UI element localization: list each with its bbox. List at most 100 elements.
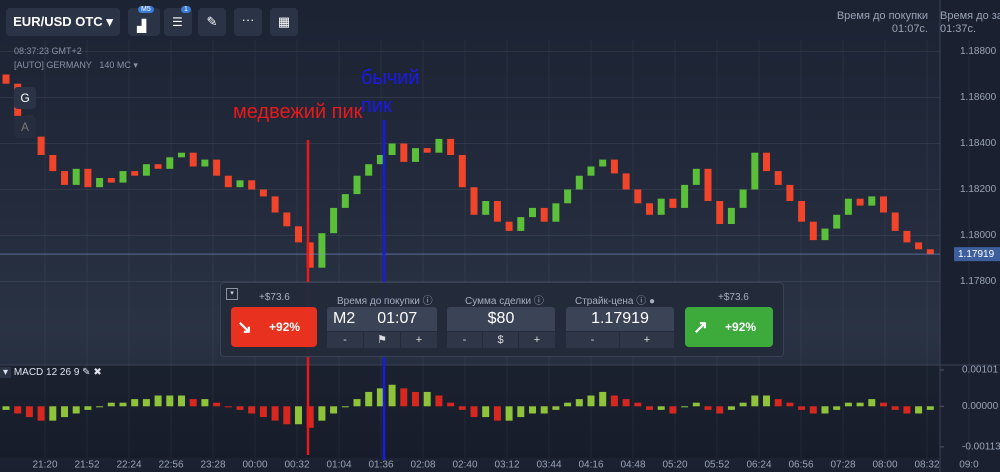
x-tick-label: 06:24 [746, 460, 771, 471]
x-tick-label: 04:48 [620, 460, 645, 471]
timer-value: 01:07с. [891, 23, 928, 35]
macd-bar [809, 406, 817, 414]
draw-button[interactable]: ✎ [198, 8, 226, 36]
candle [142, 164, 150, 176]
x-tick-label: 00:32 [284, 460, 309, 471]
macd-bar [423, 391, 431, 407]
macd-bar [96, 406, 104, 408]
candle [306, 242, 314, 268]
macd-bar [564, 402, 572, 407]
candle [2, 74, 10, 84]
x-tick-label: 22:24 [116, 460, 141, 471]
candle [131, 171, 139, 176]
macd-bar [271, 406, 279, 421]
plus-button[interactable]: + [519, 332, 555, 348]
trade-panel: ▾ +$73.6 Время до покупки ⓘ Сумма сделки… [220, 282, 784, 357]
candle [271, 196, 279, 213]
macd-bar [704, 406, 712, 410]
payout-percent: +92% [269, 320, 301, 334]
candle [236, 180, 244, 188]
candle [447, 138, 455, 155]
macd-bar [880, 402, 887, 407]
current-price-label: 1.17919 [958, 249, 995, 260]
candle [798, 201, 806, 222]
timer: Время до покупки 01:07с. [830, 10, 928, 36]
y-tick-label: 1.17800 [960, 276, 997, 287]
payout: +$73.6 [718, 292, 749, 303]
ping: 140 MC [99, 60, 131, 70]
macd-bar [798, 406, 806, 410]
more-button[interactable]: ··· [234, 8, 262, 36]
y-tick-label: 1.18400 [960, 138, 997, 149]
candle [482, 201, 490, 215]
indicators-button[interactable]: 1 ☰ [164, 6, 192, 36]
macd-bar [505, 406, 513, 421]
macd-bar [61, 406, 68, 418]
candle [599, 159, 607, 167]
plus-button[interactable]: + [401, 332, 437, 348]
x-tick-label: 01:36 [368, 460, 393, 471]
sell-button[interactable]: ↘ +92% [231, 307, 317, 347]
macd-bar [482, 406, 490, 418]
timeframe: M2 [333, 310, 356, 327]
macd-bar [224, 406, 232, 408]
plus-button[interactable]: + [620, 332, 674, 348]
layout-button[interactable]: ▦ [270, 8, 298, 36]
candle [552, 203, 560, 222]
x-tick-label: 00:00 [242, 460, 267, 471]
candle [96, 178, 104, 188]
candle [178, 152, 185, 158]
macd-bar [763, 395, 770, 407]
time-field[interactable]: M2 01:07 [327, 307, 437, 331]
candle [259, 189, 267, 197]
candle [248, 180, 256, 190]
candle [84, 168, 92, 188]
annotation: медвежий пик [233, 101, 363, 123]
tool-button[interactable]: G [14, 87, 36, 109]
region-row: [AUTO] GERMANY 140 MC ▾ [14, 60, 138, 70]
candle [458, 155, 466, 188]
strike-field[interactable]: 1.17919 [566, 307, 674, 331]
minus-button[interactable]: - [447, 332, 482, 348]
macd-bar [868, 399, 876, 407]
y-tick-label: 0.00000 [962, 401, 999, 412]
candle [154, 164, 162, 169]
macd-bar [587, 395, 595, 407]
candle [692, 168, 700, 185]
flag-button[interactable]: ⚑ [364, 332, 400, 348]
candle [423, 148, 431, 153]
macd-bar [517, 406, 525, 418]
x-tick-label: 06:56 [788, 460, 813, 471]
macd-bar [259, 406, 267, 418]
timeframe-badge: M5 [138, 6, 154, 13]
macd-bar [376, 388, 384, 407]
amount-field[interactable]: $80 [447, 307, 555, 331]
candle [119, 171, 127, 183]
candle [646, 203, 653, 215]
macd-bar [646, 406, 653, 410]
candle [587, 166, 595, 176]
minus-button[interactable]: - [566, 332, 619, 348]
candle [189, 152, 197, 167]
candle [72, 168, 80, 185]
x-tick-label: 04:16 [578, 460, 603, 471]
macd-bar [154, 395, 162, 407]
macd-bar [353, 399, 361, 407]
minus-button[interactable]: - [327, 332, 363, 348]
timeframe-button[interactable]: M5 ▟ [128, 6, 160, 36]
macd-bar [318, 406, 326, 421]
macd-bar [552, 406, 560, 410]
candle [564, 189, 572, 204]
tool-button[interactable]: A [14, 116, 36, 138]
symbol-selector[interactable]: EUR/USD OTC ▾ [6, 8, 120, 36]
candle [341, 194, 349, 208]
candle [774, 171, 782, 185]
macd-bar [926, 406, 934, 410]
macd-bar [365, 391, 373, 407]
currency-button[interactable]: $ [483, 332, 518, 348]
timer-label: Время до покупки [836, 10, 928, 22]
candle [517, 217, 525, 231]
buy-button[interactable]: ↗ +92% [685, 307, 773, 347]
x-tick-label: 08:32 [914, 460, 939, 471]
